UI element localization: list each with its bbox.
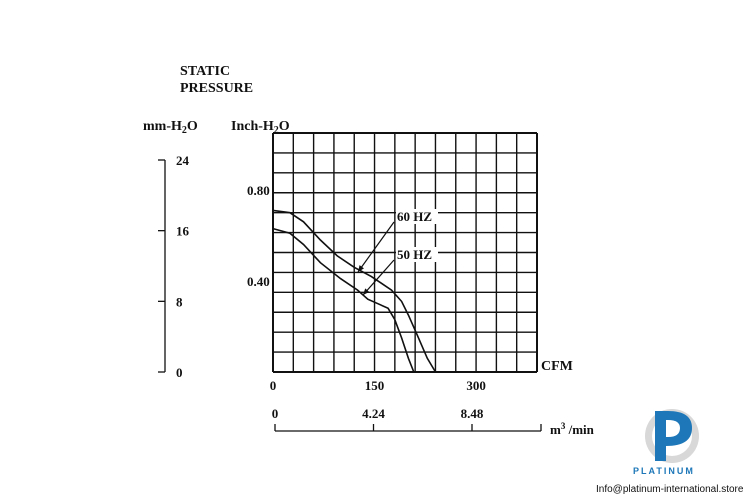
metric-tick-label: 4.24	[362, 406, 385, 421]
mm-tick-label: 24	[176, 153, 190, 168]
series-label-50-hz: 50 HZ	[397, 247, 432, 262]
x-tick-label: 150	[365, 378, 385, 393]
chart-title-line: STATIC	[180, 64, 230, 79]
y-tick-label: 0.80	[247, 183, 270, 198]
metric-tick-label: 0	[272, 406, 279, 421]
series-label-arrowhead	[363, 288, 370, 295]
series-label-leader-50-hz	[362, 259, 395, 296]
mm-tick-label: 16	[176, 224, 190, 239]
y-axis-label-inch: Inch-H2O	[231, 119, 290, 136]
x-tick-label: 0	[270, 378, 277, 393]
series-label-bg	[396, 209, 438, 224]
brand-name: PLATINUM	[633, 466, 695, 476]
series-line-50-hz	[272, 227, 415, 373]
brand-contact: Info@platinum-international.store	[596, 484, 744, 495]
y-tick-label: 0.40	[247, 274, 270, 289]
x-tick-label: 300	[466, 378, 486, 393]
chart-title-line: PRESSURE	[180, 81, 253, 96]
series-label-bg	[396, 247, 438, 262]
series-label-60-hz: 60 HZ	[397, 209, 432, 224]
y-axis-label-mm: mm-H2O	[143, 119, 198, 136]
mm-tick-label: 0	[176, 365, 183, 380]
x-axis-label-metric: m3 /min	[550, 421, 595, 437]
metric-tick-label: 8.48	[461, 406, 484, 421]
series-label-leader-60-hz	[357, 221, 395, 273]
platinum-logo-icon	[645, 409, 699, 463]
mm-tick-label: 8	[176, 294, 183, 309]
series-label-arrowhead	[358, 265, 364, 272]
x-axis-label-cfm: CFM	[541, 359, 573, 374]
